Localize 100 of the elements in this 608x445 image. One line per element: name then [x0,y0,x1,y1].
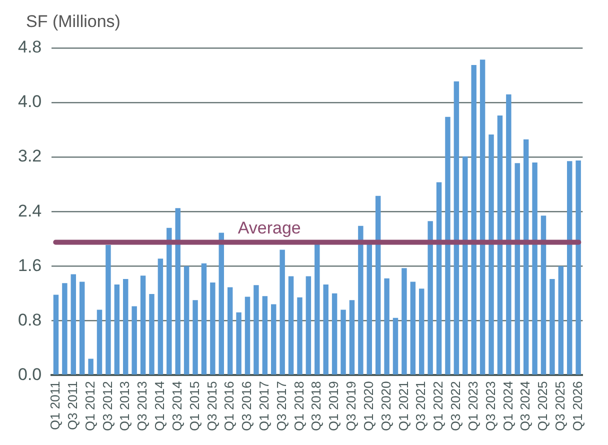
bar [210,282,216,375]
bar [288,276,294,375]
x-tick-label: Q1 2022 [430,381,446,431]
bar [140,276,146,375]
bar [480,60,486,375]
x-tick-label: Q3 2012 [100,381,115,431]
bar [236,312,242,375]
x-tick-label: Q3 2011 [64,381,80,430]
bar [445,116,450,375]
bar [271,304,276,375]
bar [166,228,172,375]
y-axis-title: SF (Millions) [26,12,120,32]
bar [297,297,302,375]
y-tick-label: 4.8 [18,38,42,57]
bar [471,65,476,375]
bar [332,293,338,375]
bar [506,94,512,375]
x-tick-label: Q1 2017 [256,381,272,431]
bar [392,318,398,375]
ref-line-label: Average [238,218,301,238]
bar [62,283,68,375]
bar [540,216,546,375]
bar [114,284,120,375]
bar [184,266,190,375]
bar [53,294,59,375]
y-tick-label: 1.6 [18,256,42,275]
x-tick-label: Q1 2014 [152,381,168,431]
bar [462,156,468,375]
x-tick-label: Q1 2025 [535,381,550,431]
y-tick-label: 3.2 [18,146,42,166]
bar [532,162,538,375]
bar [419,288,424,375]
bar [158,258,164,375]
x-tick-label: Q1 2012 [82,381,98,431]
bar [497,115,503,375]
x-tick-label: Q1 2024 [500,381,516,431]
bar [514,163,520,375]
bar [175,208,180,375]
bar [192,300,198,375]
bar [123,279,128,375]
x-tick-label: Q3 2013 [134,381,150,431]
bar [149,294,154,375]
bar [349,300,355,375]
bar [280,250,285,375]
bar [576,160,581,375]
bar [550,279,555,375]
x-tick-label: Q1 2013 [117,381,132,431]
y-tick-label: 2.4 [18,201,42,220]
bar [375,196,381,375]
bar [218,232,224,375]
bar [436,182,442,375]
x-tick-label: Q1 2020 [360,381,376,431]
bar [262,296,268,375]
bar [96,310,102,375]
bar [410,282,416,375]
x-tick-label: Q3 2023 [482,381,498,431]
x-tick-label: Q1 2023 [465,381,480,431]
x-tick-label: Q3 2017 [274,381,289,431]
bar [488,134,494,375]
x-tick-label: Q1 2015 [186,381,202,431]
y-tick-label: 0.0 [18,364,42,384]
x-tick-label: Q3 2021 [413,381,428,431]
x-tick-label: Q3 2014 [169,381,184,431]
x-tick-label: Q3 2022 [448,381,464,431]
x-tick-label: Q1 2018 [291,381,306,431]
bar [244,296,250,375]
x-tick-label: Q1 2011 [48,381,63,430]
x-tick-label: Q1 2021 [396,381,411,431]
bar [88,358,94,375]
bar [306,276,312,375]
x-tick-label: Q3 2019 [344,381,359,431]
x-tick-label: Q3 2024 [518,381,533,431]
bar [132,306,137,375]
bar [70,274,76,375]
x-tick-label: Q3 2015 [204,381,220,431]
y-tick-label: 0.8 [18,310,42,330]
bar [358,226,364,375]
x-tick-label: Q1 2019 [326,381,342,431]
bar [402,268,407,375]
bar [227,287,233,375]
x-tick-label: Q1 2026 [570,381,585,431]
bar [523,139,529,375]
y-tick-label: 4.0 [18,92,42,112]
x-tick-label: Q3 2025 [552,381,568,431]
bar [567,161,572,375]
bar [314,244,320,375]
bar [366,244,372,375]
bar [558,266,564,375]
bar [454,81,460,375]
bar [254,285,259,375]
bar [323,284,328,375]
bar [428,221,433,375]
bar [384,278,390,375]
x-tick-label: Q3 2016 [239,381,254,431]
x-tick-label: Q1 2016 [222,381,237,431]
bar [201,263,207,375]
x-tick-label: Q3 2018 [308,381,324,431]
x-tick-label: Q3 2020 [378,381,394,431]
bar [106,244,111,375]
bar [79,282,85,375]
